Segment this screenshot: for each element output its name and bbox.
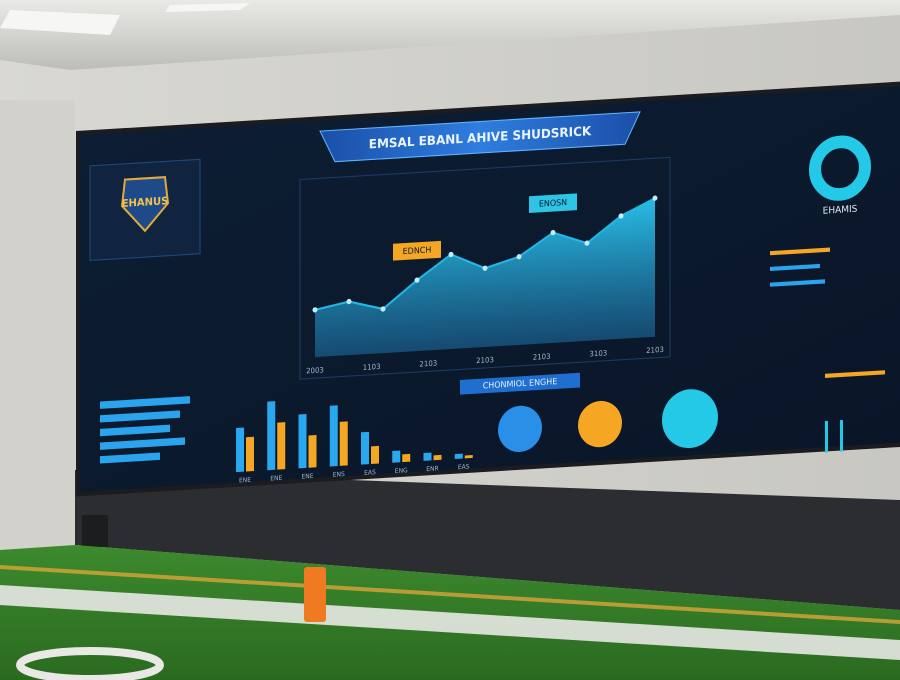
bar <box>392 450 401 463</box>
line-point <box>346 298 352 305</box>
line-point <box>584 240 590 246</box>
right-rows <box>770 247 885 453</box>
ring <box>809 135 871 201</box>
line-point <box>380 306 386 312</box>
bar <box>267 401 276 471</box>
logo-shield <box>120 176 170 233</box>
side-bar <box>100 437 185 450</box>
bar <box>464 454 473 459</box>
logo-text: EHANUS <box>122 195 169 210</box>
line-point <box>482 265 488 271</box>
row-bar <box>840 419 843 452</box>
bar <box>402 453 411 463</box>
line-point <box>652 195 658 201</box>
line-point <box>618 213 624 219</box>
wall-base <box>75 470 900 610</box>
bin <box>82 515 108 547</box>
section-band <box>460 372 580 395</box>
bar <box>433 454 442 461</box>
line-point <box>550 229 556 236</box>
bar-label: ENG <box>395 467 408 475</box>
callout <box>529 193 577 214</box>
bar <box>339 421 348 466</box>
x-label: 2103 <box>419 358 437 368</box>
line-point <box>516 254 522 260</box>
line-panel <box>299 156 671 380</box>
callout <box>393 240 441 261</box>
stat-circle <box>498 405 542 452</box>
callout-label: EDNCH <box>403 244 432 256</box>
x-label: 3103 <box>589 348 607 358</box>
callout-label: ENOSN <box>539 197 567 209</box>
bar <box>371 445 379 465</box>
pylon <box>304 567 326 622</box>
field-line <box>0 565 900 624</box>
bar <box>277 422 286 470</box>
bar-label: ENE <box>270 475 282 483</box>
bar <box>308 434 317 468</box>
x-label: 2003 <box>306 365 324 375</box>
bar-label: EAS <box>458 463 470 471</box>
wall-column <box>0 100 75 550</box>
ceiling-light <box>165 3 250 12</box>
line-point <box>414 277 420 283</box>
ceiling <box>0 0 900 70</box>
row-bar <box>825 370 885 378</box>
bar <box>298 414 307 469</box>
side-bar <box>100 396 190 409</box>
bar-label: EAS <box>364 469 376 477</box>
x-label: 2103 <box>476 355 494 365</box>
side-bars <box>100 396 190 464</box>
line-point <box>448 251 454 258</box>
side-bar <box>100 410 180 423</box>
line-point <box>312 307 318 313</box>
bar-label: ENR <box>426 465 439 473</box>
row-bar <box>825 420 828 453</box>
stat-circle <box>578 400 622 448</box>
bar-label: ENE <box>239 477 251 485</box>
section-label: CHONMIOL ENGHE <box>483 376 558 391</box>
x-label: 2103 <box>646 345 664 355</box>
x-label: 2103 <box>533 352 551 362</box>
side-bar <box>100 452 160 464</box>
bar-label: ENS <box>333 471 345 479</box>
field-number <box>16 647 164 680</box>
ring-label: EHAMIS <box>823 203 858 216</box>
stat-circle <box>662 389 718 449</box>
side-bar <box>100 424 170 437</box>
bar-label: ENE <box>301 473 313 481</box>
bar <box>329 405 338 467</box>
bar <box>361 431 369 465</box>
row-bar <box>770 263 820 272</box>
bar <box>454 453 463 460</box>
ceiling-light <box>0 10 120 35</box>
title-banner <box>319 111 641 163</box>
row-bar <box>770 279 825 287</box>
bar <box>236 427 244 473</box>
x-label: 1103 <box>363 362 381 372</box>
row-bar <box>770 247 830 256</box>
screen: EMSAL EBANL AHIVE SHUDSRICK EHANUS CHONM… <box>76 81 900 497</box>
bar <box>246 436 254 472</box>
bar <box>423 452 432 461</box>
field-line <box>0 585 900 660</box>
